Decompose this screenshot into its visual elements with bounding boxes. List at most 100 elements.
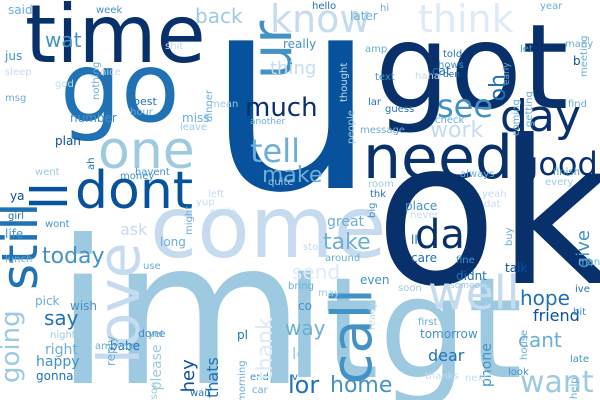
word-friend: friend: [533, 306, 580, 325]
word-anyway: anyway: [95, 341, 134, 352]
word-end: end: [250, 372, 269, 383]
word-gonna: gonna: [36, 369, 74, 383]
word-wont: wont: [45, 219, 70, 230]
word-always: always: [460, 169, 495, 180]
word-sleep: sleep: [5, 67, 32, 78]
word-yeah: yeah: [482, 189, 507, 200]
word-find: find: [568, 99, 587, 110]
word-guess: guess: [385, 104, 415, 115]
word-ok: ok: [375, 98, 600, 331]
word-week: week: [96, 5, 123, 16]
word-come: come: [150, 178, 387, 278]
word-night: night: [50, 330, 76, 341]
word-see: see: [437, 87, 494, 125]
word-im: im: [55, 198, 306, 400]
word-big: big: [367, 202, 378, 218]
word-girl: girl: [8, 211, 25, 222]
word-care: care: [411, 251, 438, 265]
word-best: best: [133, 95, 157, 108]
word-someone: someone: [450, 281, 492, 291]
word-left: left: [208, 189, 225, 200]
word-bring: bring: [288, 281, 314, 292]
word-help: help: [569, 377, 580, 399]
word-early: early: [502, 62, 512, 85]
word-dat: dat: [484, 199, 501, 210]
word-room: room: [368, 179, 394, 190]
word-tell: tell: [250, 132, 301, 170]
word-day: day: [500, 91, 581, 142]
word-didnt: didnt: [456, 269, 487, 283]
word-stop: stop: [303, 242, 325, 253]
word-miss: miss: [182, 111, 210, 125]
word-great: great: [327, 214, 365, 230]
word-pl: pl: [237, 328, 248, 342]
word-mean: mean: [210, 99, 239, 110]
word-person: person: [149, 381, 160, 400]
word-said: said: [8, 3, 33, 17]
word-lor: lor: [288, 371, 320, 399]
word-next: next: [465, 373, 488, 384]
word-finish: finish: [553, 167, 580, 178]
word-year: year: [540, 1, 563, 12]
word-much: much: [245, 93, 318, 123]
word-u: u: [206, 0, 378, 252]
word-home: home: [330, 373, 393, 398]
word-getting: getting: [524, 91, 535, 127]
word-never: never: [410, 210, 439, 221]
word-use: use: [143, 261, 161, 272]
word-haha: haha: [415, 71, 440, 82]
word-later: later: [350, 9, 378, 23]
word-way: way: [285, 316, 326, 340]
word-ask: ask: [120, 220, 148, 239]
word-text: text: [375, 72, 395, 83]
word-say: say: [44, 306, 79, 330]
word-shit: shit: [165, 41, 184, 52]
word-tomorrow: tomorrow: [420, 327, 478, 341]
word-even: even: [360, 273, 390, 287]
word-check: check: [435, 115, 465, 126]
word-went: went: [35, 167, 60, 178]
word-den: den: [443, 70, 460, 80]
word-back: back: [195, 4, 243, 28]
word-ll: ll: [21, 182, 79, 210]
word-ready: ready: [367, 301, 378, 330]
word-hope: hope: [520, 286, 570, 310]
word-hello: hello: [312, 1, 337, 12]
word-need: need: [363, 123, 513, 193]
word-babe: babe: [110, 339, 140, 353]
word-msg: msg: [5, 93, 27, 104]
word-around: around: [325, 253, 361, 264]
word-morning: morning: [237, 360, 248, 400]
word-soon: soon: [398, 283, 422, 294]
word-yup: yup: [196, 197, 215, 208]
word-smile: smile: [210, 207, 237, 218]
word-wait: wait: [190, 388, 212, 399]
word-look: look: [508, 367, 529, 378]
word-b: b: [573, 54, 581, 68]
word-hour: hour: [130, 107, 153, 118]
word-long: long: [160, 235, 186, 249]
word-right: right: [45, 342, 78, 358]
word-car: car: [252, 385, 268, 396]
word-happy: happy: [36, 354, 80, 370]
word-people: people: [346, 110, 357, 144]
word-lunch: lunch: [5, 254, 33, 265]
word-ll: ll: [411, 233, 418, 247]
word-number: number: [70, 111, 117, 125]
word-many: many: [565, 39, 594, 50]
word-take: take: [323, 230, 371, 255]
word-going: going: [0, 310, 26, 383]
word-first: first: [418, 317, 438, 328]
word-plan: plan: [55, 134, 81, 148]
word-house: house: [519, 329, 530, 360]
word-hi: hi: [380, 3, 390, 14]
word-good: good: [518, 145, 598, 183]
word-co: co: [298, 299, 312, 313]
word-go: go: [60, 32, 180, 144]
word-ltgt: ltgt: [285, 248, 523, 400]
word-ive: ive: [575, 284, 590, 295]
word-time: time: [25, 0, 206, 81]
word-quite: quite: [268, 177, 294, 188]
word-leave: leave: [180, 122, 208, 133]
